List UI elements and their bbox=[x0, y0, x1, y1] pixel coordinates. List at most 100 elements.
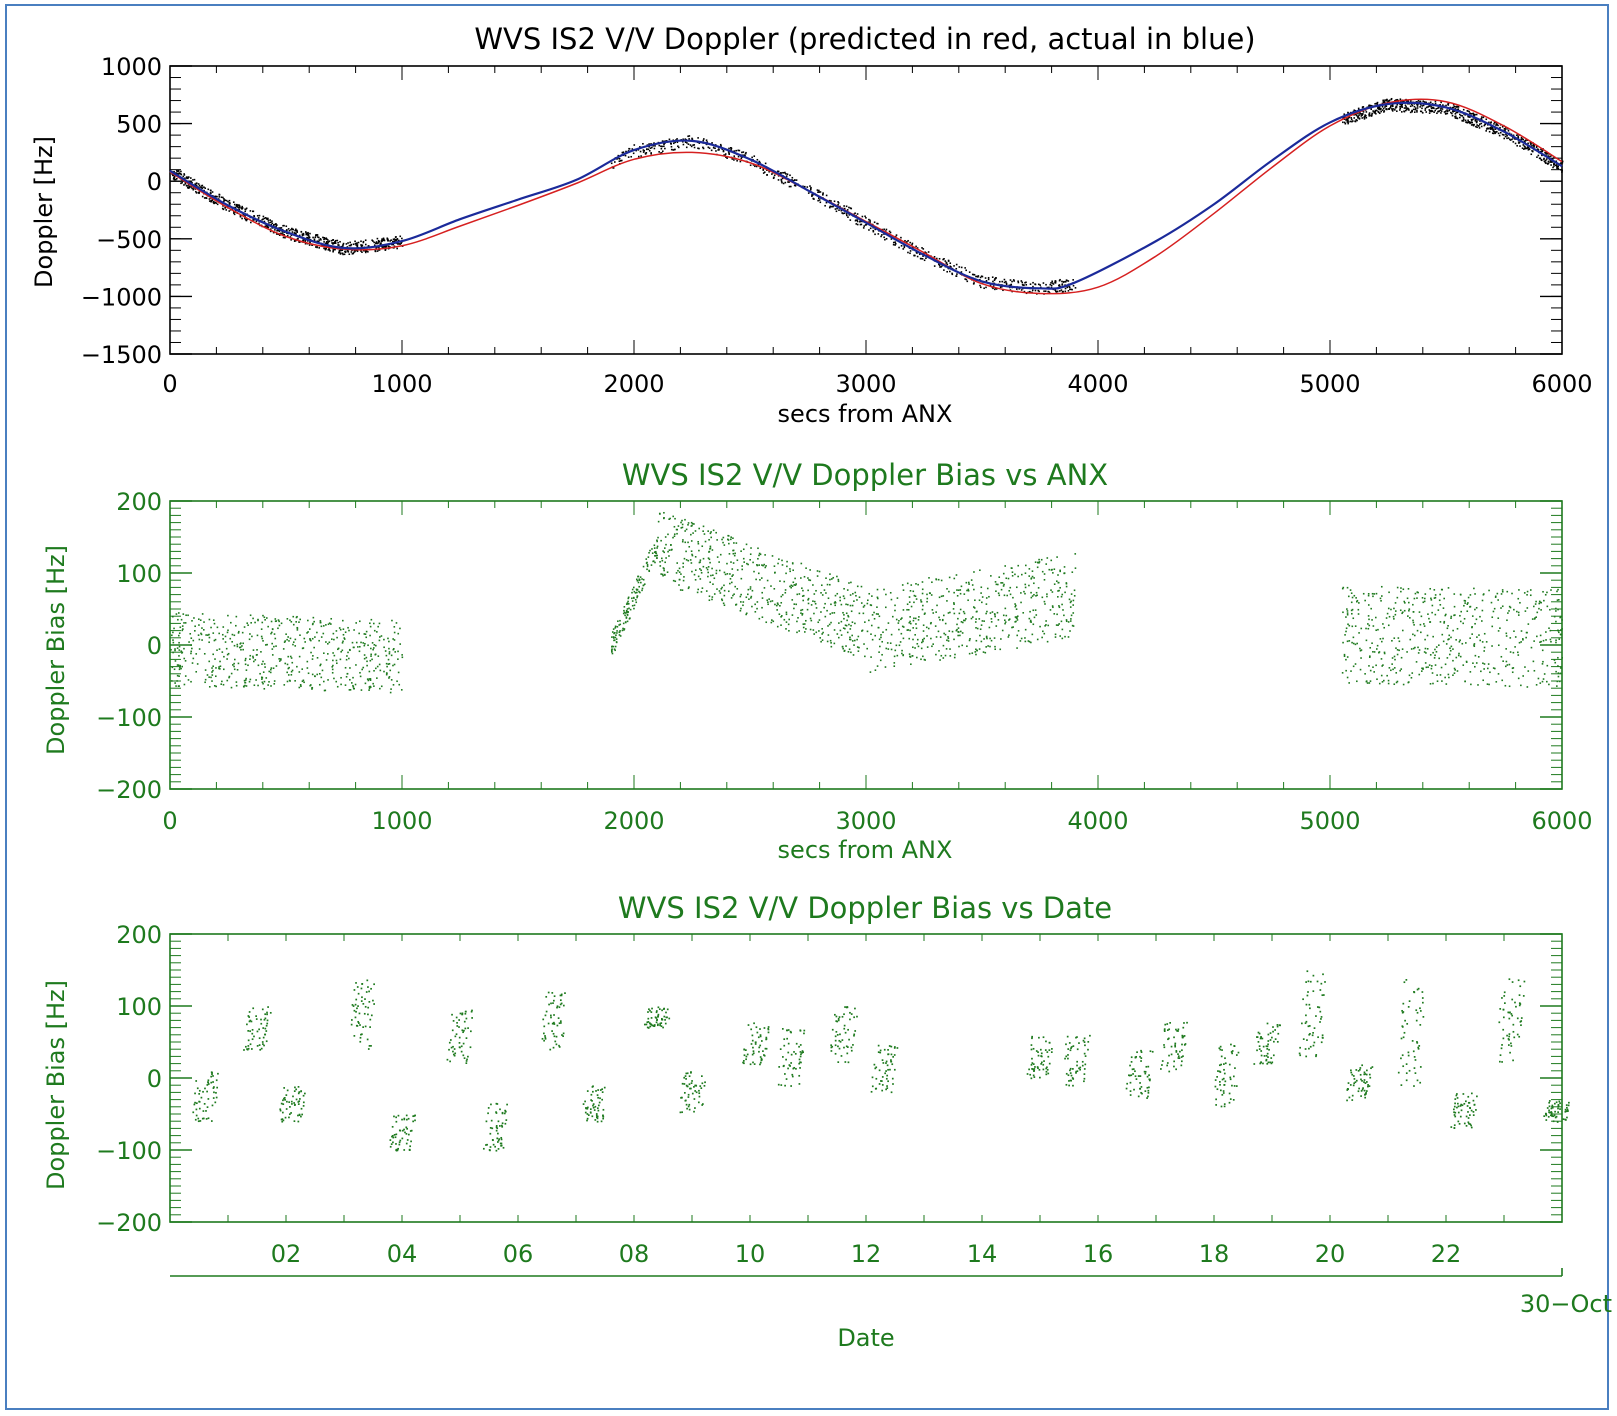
data-point bbox=[664, 147, 666, 150]
data-point bbox=[226, 679, 229, 682]
data-point bbox=[238, 209, 241, 211]
data-point bbox=[794, 584, 797, 586]
data-point bbox=[1060, 289, 1063, 291]
data-point bbox=[199, 186, 202, 188]
data-point bbox=[765, 621, 768, 624]
data-point bbox=[1405, 105, 1407, 108]
data-point bbox=[1439, 674, 1442, 676]
data-point bbox=[305, 232, 308, 235]
data-point bbox=[843, 617, 845, 620]
data-point bbox=[1343, 113, 1346, 116]
data-point bbox=[281, 231, 284, 233]
data-point bbox=[1543, 160, 1546, 162]
data-point bbox=[1557, 165, 1559, 168]
data-point bbox=[1416, 107, 1419, 109]
data-point bbox=[750, 547, 752, 549]
data-point bbox=[1541, 680, 1544, 683]
data-point bbox=[381, 238, 383, 240]
data-point bbox=[1515, 134, 1518, 137]
data-point bbox=[310, 684, 312, 686]
data-point bbox=[964, 618, 967, 620]
data-point bbox=[1546, 152, 1549, 155]
data-point bbox=[866, 630, 869, 633]
data-point bbox=[1390, 98, 1393, 101]
data-point bbox=[177, 634, 180, 637]
data-point bbox=[1357, 608, 1360, 611]
data-point bbox=[736, 559, 739, 562]
data-point bbox=[741, 568, 744, 571]
data-point bbox=[1397, 637, 1400, 639]
data-point bbox=[1423, 625, 1426, 627]
data-point bbox=[1529, 594, 1532, 597]
data-point bbox=[1021, 281, 1024, 284]
data-point bbox=[1490, 125, 1493, 128]
data-point bbox=[721, 148, 724, 151]
data-point bbox=[711, 549, 714, 551]
data-point bbox=[338, 251, 340, 254]
data-point bbox=[1482, 593, 1485, 595]
data-point bbox=[1053, 613, 1056, 615]
data-point bbox=[1422, 667, 1424, 670]
data-point bbox=[633, 607, 635, 610]
data-point bbox=[826, 640, 829, 643]
data-point bbox=[1393, 655, 1396, 658]
data-point bbox=[1069, 630, 1071, 632]
data-point bbox=[715, 569, 718, 572]
data-point bbox=[1553, 659, 1556, 661]
data-point bbox=[663, 517, 665, 520]
data-point bbox=[337, 241, 339, 244]
data-point bbox=[918, 616, 920, 618]
data-point bbox=[198, 191, 201, 194]
data-point bbox=[702, 139, 705, 142]
data-point bbox=[350, 243, 353, 246]
data-point bbox=[260, 628, 263, 630]
data-point bbox=[931, 581, 933, 584]
data-point bbox=[800, 612, 802, 614]
data-point bbox=[1376, 644, 1379, 647]
data-point bbox=[821, 627, 823, 630]
data-point bbox=[307, 231, 309, 234]
data-point bbox=[1005, 283, 1008, 285]
data-point bbox=[223, 199, 226, 201]
data-point bbox=[1394, 602, 1397, 604]
data-point bbox=[396, 238, 398, 241]
data-point bbox=[661, 145, 663, 148]
data-point bbox=[1345, 119, 1347, 121]
data-point bbox=[192, 187, 195, 189]
data-point bbox=[308, 244, 311, 246]
data-point bbox=[260, 1018, 262, 1021]
data-point bbox=[757, 163, 760, 166]
data-point bbox=[947, 637, 950, 640]
data-point bbox=[800, 609, 802, 612]
data-point bbox=[868, 229, 870, 231]
data-point bbox=[212, 1081, 214, 1083]
data-point bbox=[212, 1097, 215, 1099]
data-point bbox=[323, 652, 325, 655]
data-point bbox=[300, 685, 302, 688]
data-point bbox=[287, 636, 289, 638]
data-point bbox=[1496, 592, 1499, 595]
data-point bbox=[378, 663, 381, 666]
data-point bbox=[894, 244, 896, 246]
data-point bbox=[183, 683, 186, 686]
data-point bbox=[921, 588, 924, 591]
data-point bbox=[972, 606, 975, 608]
data-point bbox=[211, 667, 213, 669]
data-point bbox=[196, 663, 199, 665]
data-point bbox=[173, 178, 176, 181]
data-point bbox=[802, 594, 805, 597]
data-point bbox=[1419, 623, 1422, 626]
data-point bbox=[1346, 656, 1349, 658]
data-point bbox=[1526, 590, 1529, 593]
data-point bbox=[1456, 627, 1459, 630]
data-point bbox=[940, 265, 943, 268]
data-point bbox=[1009, 586, 1012, 589]
data-point bbox=[1361, 106, 1364, 108]
data-point bbox=[198, 618, 200, 621]
data-point bbox=[269, 671, 272, 674]
data-point bbox=[1453, 105, 1456, 108]
data-point bbox=[729, 582, 731, 585]
data-point bbox=[1017, 575, 1019, 578]
data-point bbox=[813, 633, 816, 635]
data-point bbox=[1471, 119, 1473, 122]
